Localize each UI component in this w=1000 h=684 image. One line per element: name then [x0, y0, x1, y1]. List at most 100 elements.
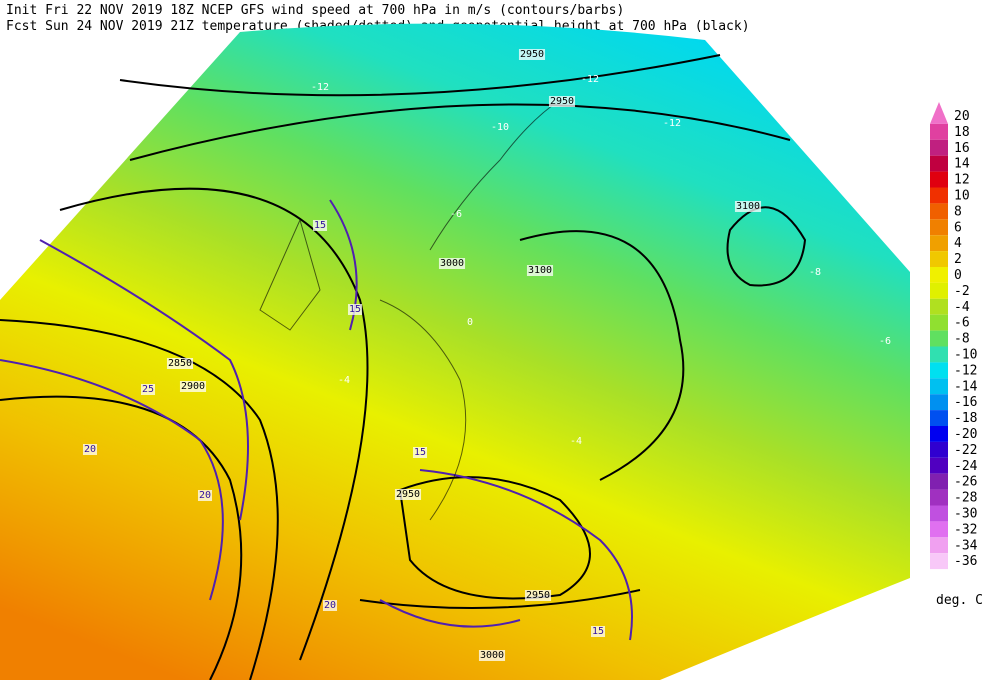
colorbar-swatch	[930, 187, 948, 204]
map-label: 15	[314, 220, 326, 231]
map-label: -12	[581, 74, 599, 85]
colorbar-swatch	[930, 362, 948, 379]
colorbar-label: 4	[954, 236, 962, 251]
colorbar-label: 10	[954, 189, 970, 204]
colorbar-swatch	[930, 378, 948, 395]
colorbar-swatch	[930, 298, 948, 315]
map-label-bg	[179, 381, 207, 392]
colorbar-swatch	[930, 139, 948, 156]
map-label-bg	[394, 489, 422, 500]
map-label: -12	[311, 82, 329, 93]
colorbar-label: 2	[954, 252, 962, 267]
colorbar-label: 20	[954, 109, 970, 124]
map-label: 3100	[528, 265, 552, 276]
map-label: -6	[450, 209, 462, 220]
map-label-bg	[347, 304, 363, 315]
colorbar-label: -10	[954, 348, 977, 363]
map-field	[0, 23, 910, 680]
map-label: 3000	[440, 258, 464, 269]
height-contours	[0, 54, 807, 681]
colorbar-label: 0	[954, 268, 962, 283]
map-label-bg	[312, 220, 328, 231]
colorbar-label: 6	[954, 220, 962, 235]
map-label: -10	[491, 122, 509, 133]
colorbar-label: -26	[954, 475, 977, 490]
colorbar-label: 12	[954, 173, 970, 188]
map-label-bg	[590, 626, 606, 637]
colorbar-swatch	[930, 346, 948, 363]
map-label: 20	[84, 444, 96, 455]
colorbar-label: -20	[954, 427, 977, 442]
colorbar-unit: deg. C	[936, 593, 983, 608]
map-label: -6	[879, 336, 891, 347]
colorbar-swatch	[930, 537, 948, 554]
colorbar-swatch	[930, 394, 948, 411]
map-label: 0	[467, 317, 473, 328]
map-label-bg	[438, 258, 466, 269]
colorbar-label: 14	[954, 157, 970, 172]
map-label-bg	[526, 265, 554, 276]
colorbar-swatch	[930, 314, 948, 331]
header-line: Init Fri 22 NOV 2019 18Z NCEP GFS wind s…	[6, 3, 624, 18]
colorbar-swatch	[930, 553, 948, 570]
colorbar-swatch	[930, 251, 948, 267]
colorbar-swatch	[930, 330, 948, 347]
map-label-bg	[524, 590, 552, 601]
colorbar-label: -16	[954, 395, 977, 410]
colorbar-label: -4	[954, 300, 970, 315]
map-label: 15	[592, 626, 604, 637]
colorbar-swatch	[930, 102, 948, 124]
map-label-bg	[548, 96, 576, 107]
map-label-bg	[322, 600, 338, 611]
map-label: 3100	[736, 201, 760, 212]
map-label: -12	[663, 118, 681, 129]
coastlines	[259, 99, 561, 521]
map-label-bg	[197, 490, 213, 501]
colorbar-swatch	[930, 457, 948, 474]
colorbar-label: -6	[954, 316, 970, 331]
colorbar-swatch	[930, 441, 948, 458]
map-label: 3000	[480, 650, 504, 661]
map-label-bg	[166, 358, 194, 369]
map-label: 2950	[396, 489, 420, 500]
map: 2950 2950 3100 3000 3100 2900 2850 2950 2950 3000…	[0, 23, 910, 681]
colorbar-swatch	[930, 267, 948, 283]
map-label: 20	[199, 490, 211, 501]
colorbar-swatch	[930, 171, 948, 188]
map-label: 25	[142, 384, 154, 395]
map-label: -4	[338, 375, 350, 386]
map-label-bg	[478, 650, 506, 661]
colorbar-label: -22	[954, 443, 977, 458]
colorbar-label: -2	[954, 284, 970, 299]
map-label: 20	[324, 600, 336, 611]
colorbar-label: 16	[954, 141, 970, 156]
map-label: 2900	[181, 381, 205, 392]
colorbar-label: -36	[954, 554, 977, 569]
colorbar-label: -18	[954, 411, 977, 426]
colorbar-label: -34	[954, 538, 978, 553]
colorbar-label: -32	[954, 522, 977, 537]
colorbar-swatch	[930, 489, 948, 506]
colorbar-swatch	[930, 521, 948, 538]
map-label: 15	[414, 447, 426, 458]
colorbar-label: -14	[954, 379, 978, 394]
map-label: 2850	[168, 358, 192, 369]
colorbar-label: -28	[954, 491, 977, 506]
colorbar-label: -24	[954, 459, 978, 474]
colorbar-swatch	[930, 426, 948, 442]
colorbar-label: -30	[954, 507, 977, 522]
colorbar-label: 8	[954, 204, 962, 219]
map-label: 15	[349, 304, 361, 315]
colorbar-swatch	[930, 282, 948, 299]
map-label-bg	[412, 447, 428, 458]
colorbar-swatch	[930, 155, 948, 172]
colorbar-label: 18	[954, 125, 970, 140]
map-label: -8	[809, 267, 821, 278]
map-label: 2950	[520, 49, 544, 60]
map-label: 2950	[550, 96, 574, 107]
map-label-bg	[518, 49, 546, 60]
map-label: 2950	[526, 590, 550, 601]
colorbar: 20181614121086420-2-4-6-8-10-12-14-16-18…	[930, 102, 978, 569]
map-label-bg	[82, 444, 98, 455]
colorbar-swatch	[930, 123, 948, 140]
